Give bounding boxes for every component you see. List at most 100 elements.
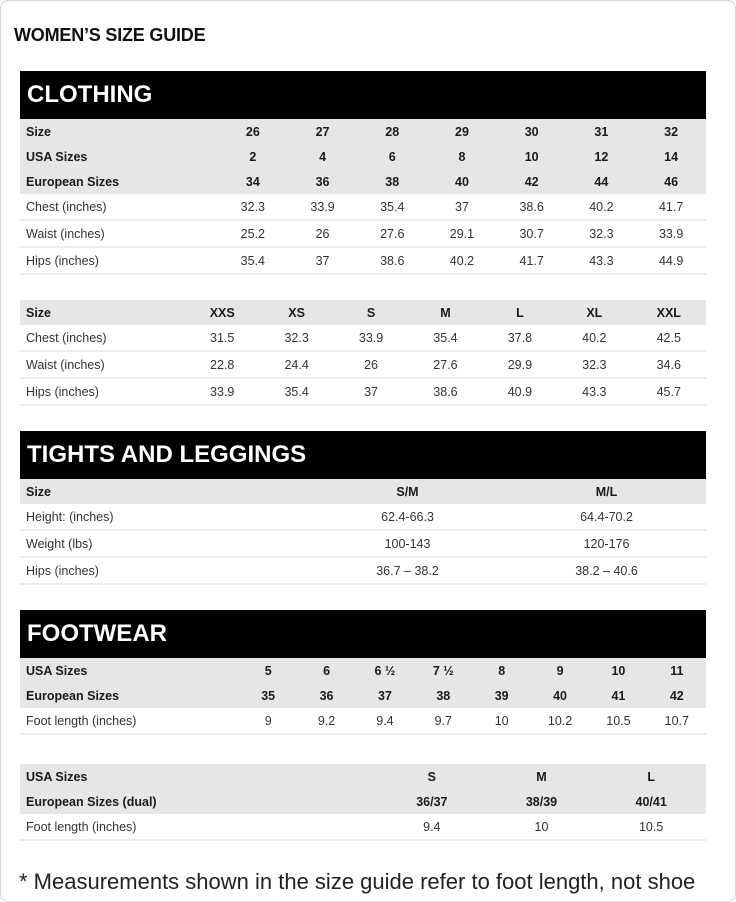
table-cell: 46 [636, 169, 706, 194]
table-cell: 6 ½ [355, 658, 415, 683]
table-cell: 44.9 [636, 247, 706, 275]
clothing-numeric-size-table: Size 26 27 28 29 30 31 32 USA Sizes 2 4 6 8 10 12 14 Eur… [20, 119, 706, 275]
table-cell: L [482, 300, 558, 325]
header-row: European Sizes (dual) 36/37 38/39 40/41 [20, 789, 706, 814]
row-label: USA Sizes [20, 658, 239, 683]
row-label: Size [20, 479, 308, 504]
table-cell: 37 [287, 247, 358, 275]
row-label: Size [20, 300, 185, 325]
table-cell: 38/39 [486, 789, 597, 814]
row-label: USA Sizes [20, 764, 377, 789]
table-cell: 38 [357, 169, 428, 194]
table-cell: 35.4 [408, 325, 483, 352]
table-row: Weight (lbs) 100-143 120-176 [20, 530, 706, 558]
table-cell: 37 [355, 683, 415, 708]
row-label: European Sizes [20, 169, 218, 194]
table-cell: 40.2 [566, 194, 637, 221]
table-cell: 120-176 [507, 530, 706, 558]
row-label: European Sizes [20, 683, 239, 708]
table-cell: 27 [287, 119, 358, 144]
table-cell: 40 [530, 683, 590, 708]
row-label: Chest (inches) [20, 325, 185, 352]
row-label: Size [20, 119, 218, 144]
table-cell: 30.7 [496, 220, 567, 248]
row-label: Hips (inches) [20, 247, 218, 275]
tights-heading: TIGHTS AND LEGGINGS [20, 431, 706, 479]
table-cell: 32 [636, 119, 706, 144]
table-cell: 22.8 [185, 351, 260, 379]
footnote: * Measurements shown in the size guide r… [19, 869, 696, 894]
table-cell: XS [259, 300, 334, 325]
row-label: Chest (inches) [20, 194, 218, 221]
table-cell: M [408, 300, 483, 325]
table-cell: 36 [287, 169, 358, 194]
table-cell: 38 [414, 683, 473, 708]
table-cell: 10 [472, 708, 531, 735]
table-cell: 32.3 [566, 220, 637, 248]
table-cell: 40 [427, 169, 497, 194]
table-cell: 33.9 [287, 194, 358, 221]
table-cell: 38.2 – 40.6 [507, 557, 706, 585]
table-cell: 29.1 [427, 220, 497, 248]
table-cell: 29 [427, 119, 497, 144]
table-cell: 25.2 [218, 220, 288, 248]
row-label: Foot length (inches) [20, 708, 239, 735]
table-cell: 10 [486, 814, 597, 841]
table-cell: L [596, 764, 706, 789]
table-cell: 31 [566, 119, 637, 144]
footwear-heading: FOOTWEAR [20, 610, 706, 658]
table-cell: M [486, 764, 597, 789]
table-cell: 41 [589, 683, 648, 708]
table-cell: 8 [427, 144, 497, 169]
table-cell: 41.7 [636, 194, 706, 221]
table-cell: 36 [297, 683, 356, 708]
table-cell: 35 [239, 683, 298, 708]
table-cell: 31.5 [185, 325, 260, 352]
table-cell: 35.4 [357, 194, 428, 221]
table-cell: XXL [631, 300, 706, 325]
table-cell: 36/37 [377, 789, 487, 814]
table-cell: 10.7 [647, 708, 706, 735]
table-cell: 37.8 [482, 325, 558, 352]
table-cell: 10.5 [589, 708, 648, 735]
table-cell: 44 [566, 169, 637, 194]
table-row: Foot length (inches) 9 9.2 9.4 9.7 10 10.2 10.5… [20, 708, 706, 735]
header-row: European Sizes 34 36 38 40 42 44 46 [20, 169, 706, 194]
table-cell: 33.9 [333, 325, 409, 352]
table-cell: 34.6 [631, 351, 706, 379]
table-cell: 6 [297, 658, 356, 683]
table-cell: 34 [218, 169, 288, 194]
table-cell: 43.3 [557, 378, 632, 406]
footwear-dual-size-table: USA Sizes S M L European Sizes (dual) 36/37 38… [20, 764, 706, 841]
table-cell: 26 [218, 119, 288, 144]
table-cell: 38.6 [408, 378, 483, 406]
table-cell: 26 [287, 220, 358, 248]
page-title: WOMEN’S SIZE GUIDE [14, 25, 206, 45]
table-cell: 38.6 [496, 194, 567, 221]
table-cell: 32.3 [218, 194, 288, 221]
table-cell: 9.4 [377, 814, 487, 841]
table-cell: 8 [472, 658, 531, 683]
row-label: Waist (inches) [20, 351, 185, 379]
row-label: Height: (inches) [20, 504, 308, 531]
table-cell: 40/41 [596, 789, 706, 814]
table-cell: 40.2 [427, 247, 497, 275]
table-cell: 9.4 [355, 708, 415, 735]
table-cell: 27.6 [357, 220, 428, 248]
table-cell: 42.5 [631, 325, 706, 352]
table-cell: 32.3 [259, 325, 334, 352]
table-cell: 7 ½ [414, 658, 473, 683]
table-cell: 26 [333, 351, 409, 379]
table-cell: S/M [308, 479, 507, 504]
table-cell: 10.5 [596, 814, 706, 841]
table-cell: 40.2 [557, 325, 632, 352]
table-cell: 14 [636, 144, 706, 169]
table-cell: 43.3 [566, 247, 637, 275]
table-cell: 33.9 [636, 220, 706, 248]
table-cell: 45.7 [631, 378, 706, 406]
row-label: European Sizes (dual) [20, 789, 377, 814]
row-label: USA Sizes [20, 144, 218, 169]
table-cell: 42 [647, 683, 706, 708]
